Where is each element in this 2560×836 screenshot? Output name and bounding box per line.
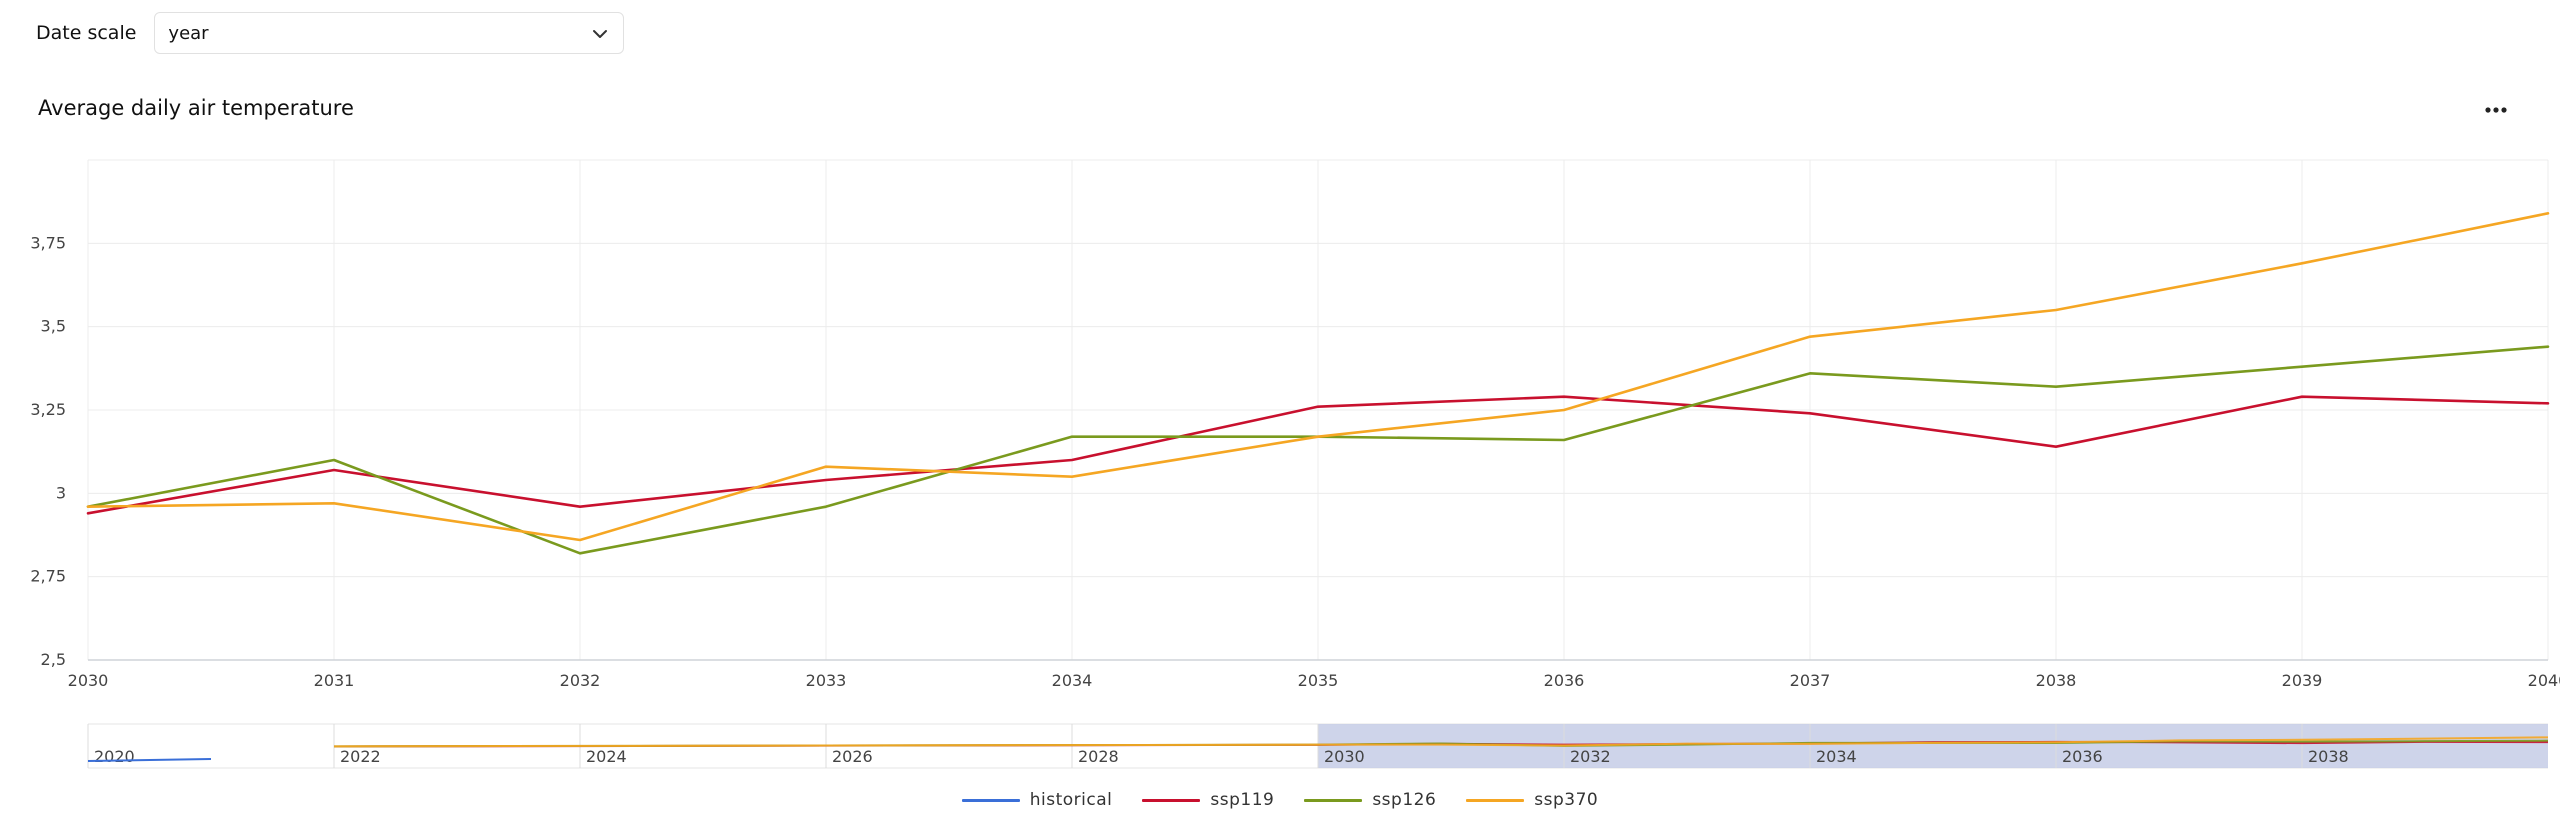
legend-swatch-ssp119 bbox=[1142, 798, 1201, 802]
x-tick-label: 2032 bbox=[560, 671, 601, 690]
more-horizontal-icon[interactable] bbox=[2476, 96, 2516, 124]
legend-swatch-ssp370 bbox=[1466, 798, 1525, 802]
navigator-tick-label: 2022 bbox=[340, 747, 381, 766]
legend-label: ssp370 bbox=[1534, 790, 1599, 810]
series-line-ssp119 bbox=[86, 395, 2550, 515]
x-tick-label: 2040 bbox=[2528, 671, 2560, 690]
navigator-tick-label: 2034 bbox=[1816, 747, 1857, 766]
navigator-tick-label: 2020 bbox=[94, 747, 135, 766]
x-tick-label: 2038 bbox=[2036, 671, 2077, 690]
legend-item-ssp119[interactable]: ssp119 bbox=[1142, 790, 1274, 810]
x-tick-label: 2033 bbox=[806, 671, 847, 690]
navigator-line-historical bbox=[87, 758, 212, 762]
y-tick-label: 2,5 bbox=[41, 650, 66, 669]
legend-item-ssp126[interactable]: ssp126 bbox=[1304, 790, 1436, 810]
chevron-down-icon bbox=[593, 30, 608, 38]
navigator-line-ssp370 bbox=[333, 736, 2549, 748]
y-tick-label: 3,5 bbox=[41, 317, 66, 336]
y-tick-label: 2,75 bbox=[30, 567, 66, 586]
x-tick-label: 2031 bbox=[314, 671, 355, 690]
x-tick-label: 2036 bbox=[1544, 671, 1585, 690]
x-tick-label: 2035 bbox=[1298, 671, 1339, 690]
series-line-ssp370 bbox=[86, 212, 2550, 542]
x-tick-label: 2039 bbox=[2282, 671, 2323, 690]
x-tick-label: 2034 bbox=[1052, 671, 1093, 690]
navigator-tick-label: 2026 bbox=[832, 747, 873, 766]
navigator-tick-label: 2024 bbox=[586, 747, 627, 766]
legend-label: ssp126 bbox=[1372, 790, 1437, 810]
navigator-tick-label: 2036 bbox=[2062, 747, 2103, 766]
legend-item-ssp370[interactable]: ssp370 bbox=[1466, 790, 1598, 810]
chart-area: 2030 2031 2032 2033 2034 2035 2036 2037 2038 2039… bbox=[30, 159, 2560, 769]
date-scale-select[interactable]: year bbox=[154, 12, 625, 54]
y-tick-label: 3 bbox=[56, 483, 66, 502]
navigator-tick-label: 2032 bbox=[1570, 747, 1611, 766]
y-tick-label: 3,75 bbox=[30, 233, 66, 252]
date-scale-control: Date scale year bbox=[36, 10, 625, 56]
x-tick-label: 2037 bbox=[1790, 671, 1831, 690]
x-tick-label: 2030 bbox=[68, 671, 109, 690]
date-scale-label: Date scale bbox=[36, 22, 137, 44]
date-scale-value: year bbox=[168, 22, 209, 44]
legend-label: historical bbox=[1029, 790, 1113, 810]
legend-item-historical[interactable]: historical bbox=[961, 790, 1113, 810]
legend-label: ssp119 bbox=[1210, 790, 1275, 810]
y-tick-label: 3,25 bbox=[30, 400, 66, 419]
navigator-tick-label: 2028 bbox=[1078, 747, 1119, 766]
chart-title: Average daily air temperature bbox=[38, 96, 354, 120]
legend-swatch-historical bbox=[961, 798, 1020, 802]
legend: historical ssp119 ssp126 ssp370 bbox=[0, 790, 2560, 810]
navigator-tick-label: 2038 bbox=[2308, 747, 2349, 766]
navigator-tick-label: 2030 bbox=[1324, 747, 1365, 766]
legend-swatch-ssp126 bbox=[1304, 798, 1363, 802]
